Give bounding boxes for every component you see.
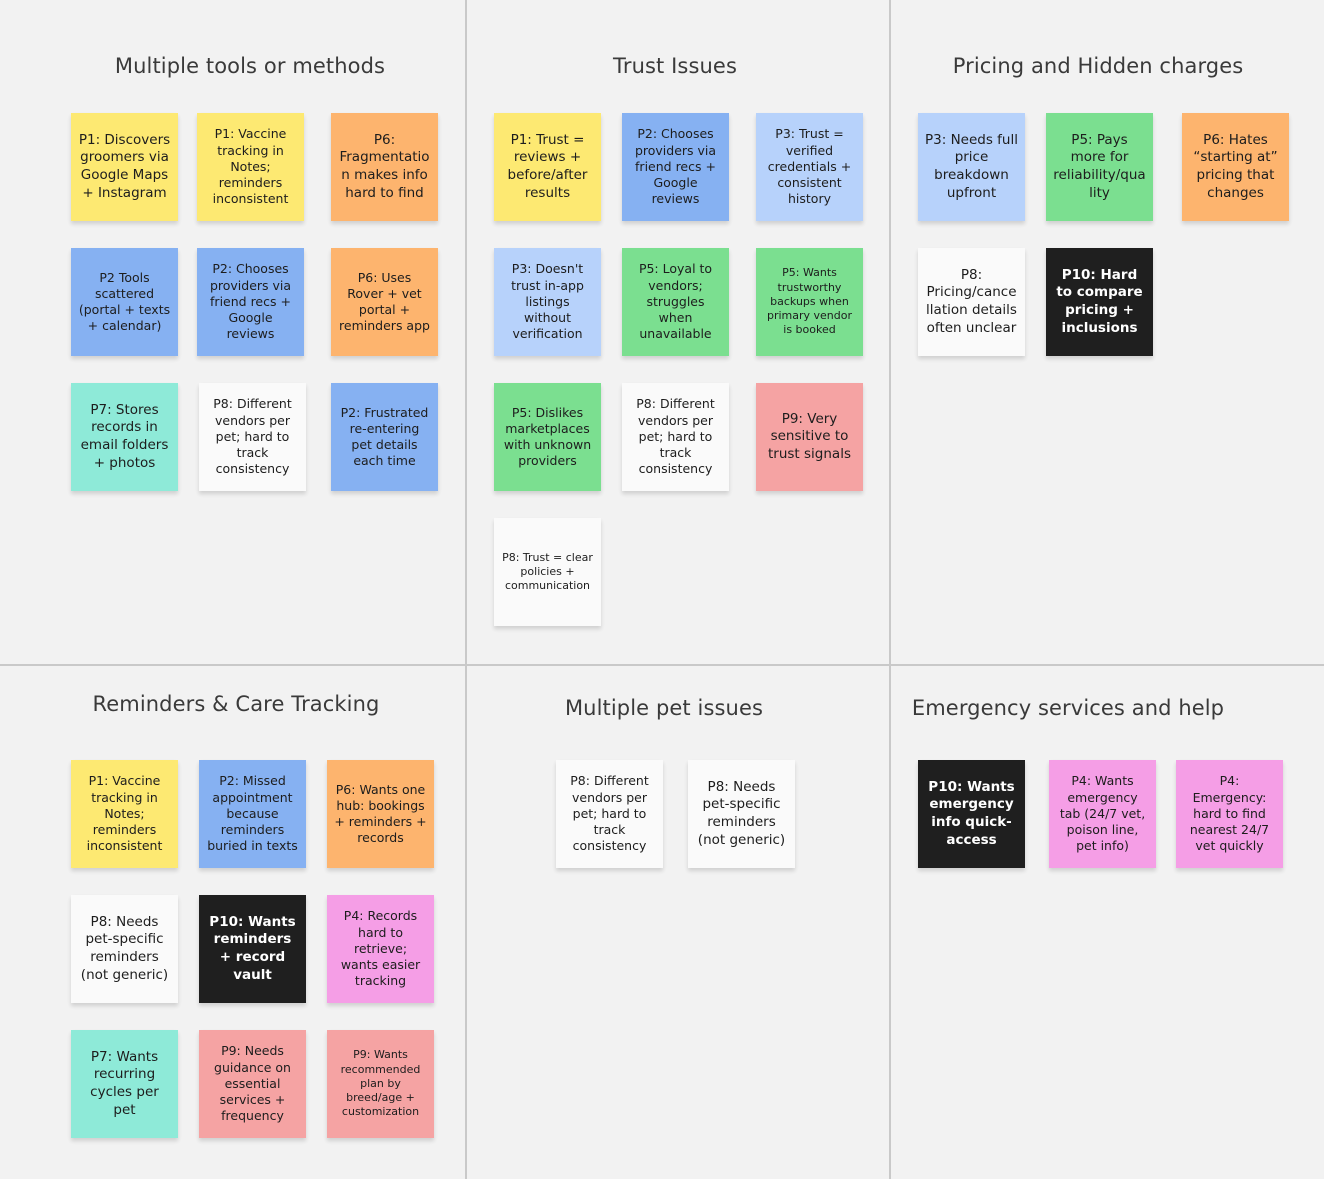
section-title: Multiple tools or methods xyxy=(114,54,386,78)
sticky-note[interactable]: P8: Trust = clear policies + communicati… xyxy=(494,518,601,626)
sticky-note[interactable]: P8: Different vendors per pet; hard to t… xyxy=(622,383,729,491)
sticky-note[interactable]: P7: Wants recurring cycles per pet xyxy=(71,1030,178,1138)
sticky-note-text: P9: Wants recommended plan by breed/age … xyxy=(340,1048,421,1119)
sticky-note-text: P2: Missed appointment because reminders… xyxy=(207,773,298,854)
section-title: Trust Issues xyxy=(613,54,737,78)
section-title: Reminders & Care Tracking xyxy=(92,692,380,716)
sticky-note[interactable]: P1: Vaccine tracking in Notes; reminders… xyxy=(197,113,304,221)
sticky-note-text: P3: Needs full price breakdown upfront xyxy=(925,131,1018,201)
sticky-note[interactable]: P1: Vaccine tracking in Notes; reminders… xyxy=(71,760,178,868)
sticky-note[interactable]: P4: Wants emergency tab (24/7 vet, poiso… xyxy=(1049,760,1156,868)
sticky-note[interactable]: P1: Discovers groomers via Google Maps +… xyxy=(71,113,178,221)
sticky-note-text: P1: Vaccine tracking in Notes; reminders… xyxy=(212,126,289,207)
sticky-note-text: P10: Hard to compare pricing + inclusion… xyxy=(1056,266,1143,336)
sticky-note-text: P6: Uses Rover + vet portal + reminders … xyxy=(339,269,430,334)
sticky-note[interactable]: P2: Frustrated re-entering pet details e… xyxy=(331,383,438,491)
sticky-note[interactable]: P4: Records hard to retrieve; wants easi… xyxy=(327,895,434,1003)
sticky-note-text: P6: Hates “starting at” pricing that cha… xyxy=(1193,131,1278,201)
sticky-note-text: P3: Trust = verified credentials + consi… xyxy=(767,126,852,207)
sticky-note[interactable]: P2: Chooses providers via friend recs + … xyxy=(622,113,729,221)
sticky-note[interactable]: P8: Different vendors per pet; hard to t… xyxy=(199,383,306,491)
sticky-note[interactable]: P5: Wants trustworthy backups when prima… xyxy=(756,248,863,356)
sticky-note[interactable]: P7: Stores records in email folders + ph… xyxy=(71,383,178,491)
sticky-note-text: P8: Different vendors per pet; hard to t… xyxy=(213,396,292,477)
sticky-note[interactable]: P9: Very sensitive to trust signals xyxy=(756,383,863,491)
sticky-note-text: P2: Frustrated re-entering pet details e… xyxy=(340,404,429,469)
sticky-note-text: P7: Stores records in email folders + ph… xyxy=(80,401,169,471)
sticky-note[interactable]: P10: Wants emergency info quick-access xyxy=(918,760,1025,868)
sticky-note-text: P8: Needs pet-specific reminders (not ge… xyxy=(697,778,786,848)
sticky-note-text: P8: Trust = clear policies + communicati… xyxy=(502,550,593,593)
sticky-note-text: P10: Wants reminders + record vault xyxy=(209,913,296,983)
sticky-note[interactable]: P6: Wants one hub: bookings + reminders … xyxy=(327,760,434,868)
sticky-note[interactable]: P2: Chooses providers via friend recs + … xyxy=(197,248,304,356)
sticky-note[interactable]: P3: Trust = verified credentials + consi… xyxy=(756,113,863,221)
sticky-note[interactable]: P3: Doesn't trust in-app listings withou… xyxy=(494,248,601,356)
sticky-note[interactable]: P1: Trust = reviews + before/after resul… xyxy=(494,113,601,221)
sticky-note[interactable]: P2 Tools scattered (portal + texts + cal… xyxy=(71,248,178,356)
sticky-note[interactable]: P2: Missed appointment because reminders… xyxy=(199,760,306,868)
section-title: Multiple pet issues xyxy=(564,696,764,720)
sticky-note-text: P5: Pays more for reliability/quality xyxy=(1053,131,1146,201)
sticky-note-text: P1: Vaccine tracking in Notes; reminders… xyxy=(86,773,163,854)
sticky-note[interactable]: P8: Different vendors per pet; hard to t… xyxy=(556,760,663,868)
sticky-note[interactable]: P10: Wants reminders + record vault xyxy=(199,895,306,1003)
sticky-note-text: P2: Chooses providers via friend recs + … xyxy=(209,261,292,342)
sticky-note-text: P6: Fragmentation makes info hard to fin… xyxy=(339,131,430,201)
horizontal-divider xyxy=(0,664,1324,666)
sticky-note[interactable]: P9: Wants recommended plan by breed/age … xyxy=(327,1030,434,1138)
sticky-note[interactable]: P6: Fragmentation makes info hard to fin… xyxy=(331,113,438,221)
sticky-note-text: P4: Wants emergency tab (24/7 vet, poiso… xyxy=(1059,773,1146,854)
sticky-note-text: P1: Discovers groomers via Google Maps +… xyxy=(78,131,171,201)
sticky-note-text: P2 Tools scattered (portal + texts + cal… xyxy=(78,269,171,334)
sticky-note-text: P6: Wants one hub: bookings + reminders … xyxy=(334,781,427,846)
sticky-note[interactable]: P8: Needs pet-specific reminders (not ge… xyxy=(71,895,178,1003)
sticky-note-text: P4: Emergency: hard to find nearest 24/7… xyxy=(1189,773,1270,854)
vertical-divider-right xyxy=(889,0,891,1179)
sticky-note-text: P9: Needs guidance on essential services… xyxy=(214,1043,291,1124)
sticky-note-text: P8: Pricing/cancellation details often u… xyxy=(926,266,1017,336)
sticky-note-text: P2: Chooses providers via friend recs + … xyxy=(634,126,717,207)
section-title: Emergency services and help xyxy=(911,696,1225,720)
sticky-note[interactable]: P6: Hates “starting at” pricing that cha… xyxy=(1182,113,1289,221)
sticky-note-text: P5: Dislikes marketplaces with unknown p… xyxy=(503,404,592,469)
sticky-note[interactable]: P10: Hard to compare pricing + inclusion… xyxy=(1046,248,1153,356)
section-title: Pricing and Hidden charges xyxy=(952,54,1244,78)
sticky-note[interactable]: P5: Pays more for reliability/quality xyxy=(1046,113,1153,221)
sticky-note-text: P5: Loyal to vendors; struggles when una… xyxy=(638,261,713,342)
sticky-note-text: P3: Doesn't trust in-app listings withou… xyxy=(511,261,584,342)
sticky-note-text: P9: Very sensitive to trust signals xyxy=(768,410,851,462)
sticky-note[interactable]: P8: Pricing/cancellation details often u… xyxy=(918,248,1025,356)
sticky-note-text: P4: Records hard to retrieve; wants easi… xyxy=(340,908,421,989)
sticky-note-text: P8: Needs pet-specific reminders (not ge… xyxy=(80,913,169,983)
sticky-note[interactable]: P3: Needs full price breakdown upfront xyxy=(918,113,1025,221)
sticky-note-text: P7: Wants recurring cycles per pet xyxy=(90,1048,159,1118)
sticky-note[interactable]: P6: Uses Rover + vet portal + reminders … xyxy=(331,248,438,356)
vertical-divider-left xyxy=(465,0,467,1179)
sticky-note-text: P1: Trust = reviews + before/after resul… xyxy=(507,131,588,201)
sticky-note-text: P8: Different vendors per pet; hard to t… xyxy=(636,396,715,477)
sticky-note[interactable]: P5: Loyal to vendors; struggles when una… xyxy=(622,248,729,356)
sticky-note-text: P5: Wants trustworthy backups when prima… xyxy=(766,266,853,337)
sticky-note-text: P10: Wants emergency info quick-access xyxy=(928,778,1015,848)
sticky-note-text: P8: Different vendors per pet; hard to t… xyxy=(570,773,649,854)
sticky-note[interactable]: P8: Needs pet-specific reminders (not ge… xyxy=(688,760,795,868)
sticky-note[interactable]: P9: Needs guidance on essential services… xyxy=(199,1030,306,1138)
sticky-note[interactable]: P4: Emergency: hard to find nearest 24/7… xyxy=(1176,760,1283,868)
sticky-note[interactable]: P5: Dislikes marketplaces with unknown p… xyxy=(494,383,601,491)
